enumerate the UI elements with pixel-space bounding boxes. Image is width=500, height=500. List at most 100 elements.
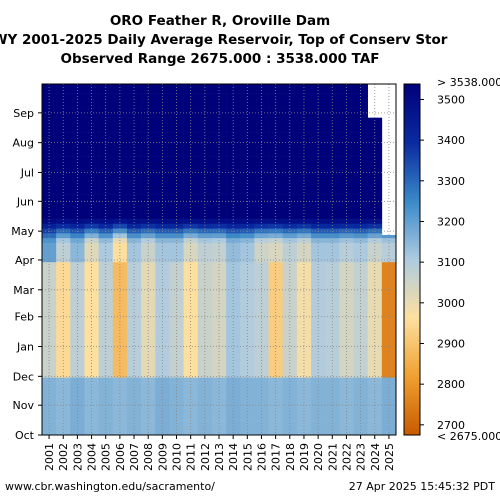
heatmap-cell	[155, 88, 170, 94]
heatmap-cell	[84, 367, 99, 373]
heatmap-cell	[240, 204, 255, 210]
heatmap-cell	[226, 425, 241, 431]
heatmap-cell	[141, 132, 156, 138]
heatmap-cell	[367, 329, 383, 335]
heatmap-cell	[84, 122, 99, 128]
heatmap-cell	[268, 314, 284, 320]
x-tick-label: 2022	[340, 443, 353, 471]
heatmap-cell	[42, 290, 57, 296]
heatmap-cell	[197, 209, 213, 215]
heatmap-cell	[339, 290, 354, 296]
heatmap-cell	[268, 160, 284, 167]
heatmap-cell	[282, 204, 298, 210]
heatmap-cell	[268, 319, 284, 325]
heatmap-cell	[155, 247, 170, 253]
heatmap-cell	[126, 233, 142, 239]
heatmap-cell	[353, 184, 368, 191]
heatmap-cell	[197, 295, 213, 301]
heatmap-cell	[42, 160, 57, 167]
heatmap-cell	[268, 84, 284, 90]
heatmap-cell	[183, 281, 199, 287]
heatmap-cell	[183, 425, 199, 431]
heatmap-cell	[311, 146, 326, 152]
heatmap-cell	[325, 257, 340, 263]
heatmap-cell	[211, 324, 227, 330]
heatmap-cell	[56, 319, 71, 325]
heatmap-cell	[268, 136, 284, 142]
heatmap-cell	[155, 180, 170, 186]
heatmap-cell	[84, 329, 99, 335]
heatmap-cell	[126, 112, 142, 118]
heatmap-cell	[367, 362, 383, 368]
heatmap-cell	[126, 319, 142, 325]
heatmap-cell	[141, 343, 156, 349]
y-tick-label: Sep	[13, 107, 34, 120]
heatmap-cell	[226, 136, 241, 142]
heatmap-cell	[141, 401, 156, 407]
heatmap-cell	[70, 98, 85, 104]
heatmap-cell	[367, 386, 383, 393]
heatmap-cell	[282, 410, 298, 417]
heatmap-cell	[311, 122, 326, 128]
heatmap-cell	[183, 343, 199, 349]
heatmap-cell	[211, 146, 227, 152]
heatmap-cell	[42, 377, 57, 383]
heatmap-cell	[339, 122, 354, 128]
heatmap-cell	[155, 132, 170, 138]
heatmap-cell	[84, 391, 99, 397]
heatmap-cell	[254, 156, 269, 162]
heatmap-cell	[367, 233, 383, 239]
x-tick-label: 2003	[71, 443, 84, 471]
heatmap-cell	[268, 146, 284, 152]
heatmap-cell	[311, 194, 326, 200]
heatmap-cell	[240, 252, 255, 258]
heatmap-cell	[240, 180, 255, 186]
heatmap-cell	[311, 242, 326, 248]
heatmap-cell	[311, 410, 326, 417]
heatmap-cell	[254, 84, 269, 90]
heatmap-cell	[197, 146, 213, 152]
heatmap-cell	[42, 98, 57, 104]
heatmap-cell	[183, 257, 199, 263]
heatmap-cell	[56, 386, 71, 393]
heatmap-cell	[381, 415, 397, 421]
heatmap-cell	[296, 112, 312, 118]
x-tick-label: 2009	[156, 443, 169, 471]
colorbar	[403, 83, 421, 436]
heatmap-cell	[183, 386, 199, 393]
heatmap-cell	[268, 410, 284, 417]
heatmap-cell	[183, 305, 199, 311]
heatmap-cell	[169, 305, 184, 311]
heatmap-cell	[296, 314, 312, 320]
heatmap-cell	[112, 112, 128, 118]
x-tick-label: 2023	[355, 443, 368, 471]
heatmap-cell	[367, 160, 383, 167]
heatmap-cell	[84, 112, 99, 118]
heatmap-cell	[268, 329, 284, 335]
heatmap-cell	[367, 391, 383, 397]
heatmap-cell	[98, 98, 114, 104]
heatmap-cell	[70, 257, 85, 263]
heatmap-cell	[325, 290, 340, 296]
heatmap-cell	[311, 353, 326, 359]
heatmap-cell	[339, 401, 354, 407]
heatmap-cell	[126, 184, 142, 191]
heatmap-cell	[240, 257, 255, 263]
heatmap-cell	[282, 156, 298, 162]
heatmap-cell	[240, 324, 255, 330]
heatmap-cell	[296, 242, 312, 248]
heatmap-cell	[211, 367, 227, 373]
heatmap-cell	[339, 160, 354, 167]
heatmap-cell	[56, 184, 71, 191]
heatmap-cell	[98, 122, 114, 128]
heatmap-cell	[282, 180, 298, 186]
heatmap-cell	[325, 319, 340, 325]
heatmap-cell	[183, 242, 199, 248]
heatmap-cell	[98, 367, 114, 373]
heatmap-cell	[183, 233, 199, 239]
heatmap-cell	[311, 108, 326, 114]
heatmap-cell	[240, 146, 255, 152]
heatmap-cell	[325, 377, 340, 383]
heatmap-cell	[339, 112, 354, 118]
heatmap-cell	[282, 266, 298, 272]
